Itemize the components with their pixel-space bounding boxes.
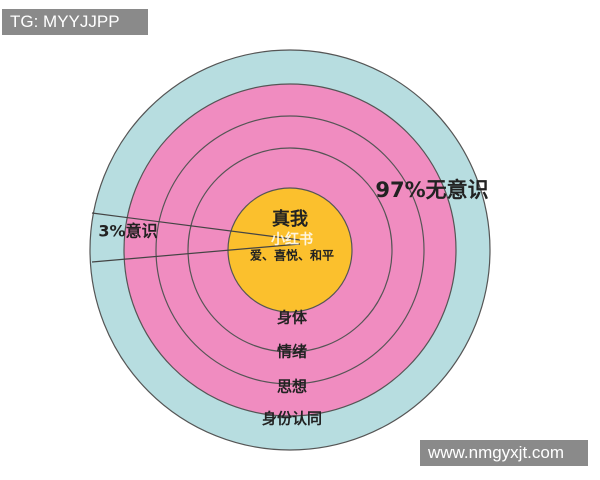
label-core-sub: 爱、喜悦、和平 [250,248,334,263]
ring-label: 身体 [277,309,308,327]
ring-label: 情绪 [277,343,307,361]
label-core: 真我 [272,208,308,230]
label-conscious: 3%意识 [98,222,157,241]
ring-line [155,115,425,385]
overlay-mark: 小红书 [271,231,313,248]
wedge-line [91,212,301,241]
watermark: TG: MYYJJPP [2,9,148,35]
ring-label: 思想 [277,378,307,396]
label-unconscious: 97%无意识 [375,178,488,202]
watermark: www.nmgyxjt.com [420,440,588,466]
ring-label: 身份认同 [262,410,322,428]
wedge-line [91,243,301,263]
ring-line [187,147,393,353]
